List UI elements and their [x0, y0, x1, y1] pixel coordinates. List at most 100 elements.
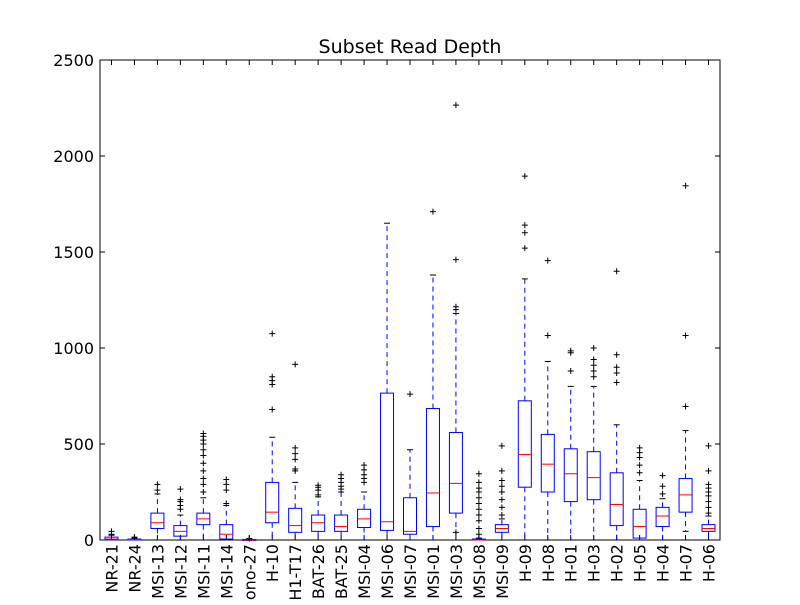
outlier-point: [590, 345, 597, 351]
x-tick-label: MSI-01: [424, 544, 443, 599]
outlier-point: [315, 482, 322, 489]
outlier-point: [475, 512, 482, 519]
outlier-point: [200, 430, 207, 437]
outlier-point: [567, 368, 574, 375]
outlier-point: [544, 257, 551, 264]
outlier-point: [705, 510, 712, 517]
outlier-point: [154, 481, 161, 488]
outlier-point: [200, 452, 207, 459]
outlier-point: [521, 222, 528, 229]
outlier-point: [269, 406, 276, 413]
box-BAT-25: [334, 514, 349, 532]
outlier-point: [452, 303, 459, 310]
outlier-point: [108, 528, 115, 535]
outlier-point: [636, 462, 643, 469]
box-MSI-07: [403, 497, 417, 535]
x-tick-label: H-02: [608, 544, 627, 582]
box-MSI-03: [448, 431, 463, 514]
box-MSI-13: [150, 512, 165, 529]
outlier-point: [131, 534, 138, 541]
outlier-point: [659, 483, 666, 490]
outlier-point: [200, 460, 207, 467]
x-tick-label: H-10: [263, 544, 282, 582]
x-tick-label: BAT-25: [332, 544, 351, 599]
box-H-03: [586, 451, 601, 501]
box-H-08: [540, 433, 555, 493]
outlier-point: [292, 456, 299, 463]
outlier-point: [407, 391, 413, 398]
outlier-point: [429, 208, 436, 215]
box-H-09: [517, 400, 532, 488]
outlier-point: [705, 504, 712, 511]
outlier-point: [590, 373, 597, 380]
x-tick-label: BAT-26: [309, 544, 328, 599]
outlier-point: [498, 483, 505, 490]
outlier-point: [292, 444, 299, 451]
outlier-point: [498, 467, 505, 474]
y-tick-label: 500: [63, 435, 94, 454]
x-tick-label: H-09: [516, 544, 535, 582]
outlier-point: [521, 173, 528, 180]
outlier-point: [452, 256, 459, 263]
outlier-point: [200, 467, 207, 474]
outlier-point: [567, 347, 574, 354]
outlier-point: [200, 446, 207, 453]
outlier-point: [636, 469, 643, 476]
outlier-point: [682, 332, 689, 339]
outlier-point: [177, 496, 184, 503]
y-tick-label: 1500: [53, 243, 94, 262]
outlier-point: [475, 485, 482, 492]
outlier-point: [154, 487, 161, 494]
x-tick-label: MSI-12: [171, 544, 190, 599]
box-H-01: [563, 448, 578, 503]
outlier-point: [590, 362, 597, 369]
outlier-point: [705, 498, 712, 505]
outlier-point: [498, 504, 505, 511]
outlier-point: [292, 361, 299, 368]
x-tick-label: H-08: [539, 544, 558, 582]
outlier-point: [200, 489, 207, 495]
x-tick-label: H1-T17: [286, 544, 305, 600]
outlier-point: [682, 403, 689, 410]
outlier-point: [498, 512, 505, 519]
box-MSI-14: [219, 524, 234, 540]
outlier-point: [498, 477, 505, 484]
outlier-point: [475, 506, 482, 513]
x-tick-label: H-03: [585, 544, 604, 582]
outlier-point: [682, 182, 689, 189]
outlier-point: [475, 494, 482, 501]
x-tick-label: H-04: [654, 544, 673, 582]
outlier-point: [200, 475, 207, 482]
outlier-point: [705, 467, 712, 474]
x-tick-label: H-06: [700, 544, 719, 582]
outlier-point: [544, 332, 551, 339]
box-H-05: [632, 508, 647, 539]
x-tick-label: H-01: [562, 544, 581, 582]
outlier-point: [475, 479, 482, 486]
outlier-point: [223, 476, 230, 483]
outlier-point: [269, 373, 276, 380]
outlier-point: [521, 229, 528, 236]
outlier-point: [223, 487, 230, 494]
x-tick-label: MSI-07: [401, 544, 420, 599]
outlier-point: [177, 486, 184, 493]
x-tick-label: MSI-06: [378, 544, 397, 599]
x-tick-label: MSI-11: [194, 544, 213, 599]
x-tick-label: NR-21: [102, 544, 121, 593]
outlier-point: [223, 500, 230, 507]
outlier-point: [200, 481, 207, 488]
x-tick-label: MSI-03: [447, 544, 466, 599]
outlier-point: [613, 369, 620, 376]
outlier-point: [498, 442, 505, 449]
outlier-point: [475, 531, 482, 538]
box-MSI-06: [380, 392, 395, 531]
x-tick-label: H-05: [631, 544, 650, 582]
box-H-04: [655, 506, 670, 528]
outlier-point: [292, 465, 299, 472]
outlier-point: [659, 490, 666, 497]
outlier-point: [269, 330, 276, 337]
outlier-point: [361, 462, 368, 469]
outlier-point: [452, 529, 459, 536]
